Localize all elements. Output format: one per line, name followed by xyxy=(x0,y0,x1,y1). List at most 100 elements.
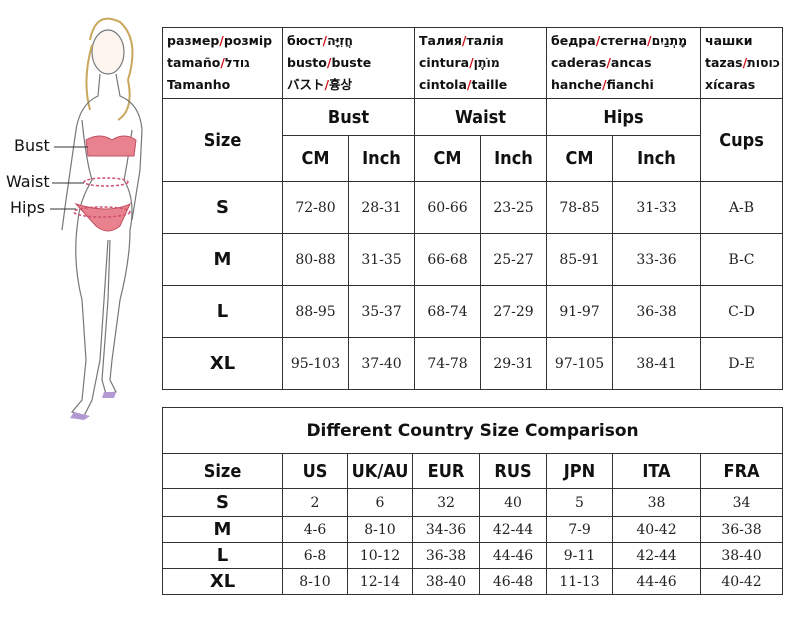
data-cell: 25-27 xyxy=(480,233,547,286)
data-cell: M xyxy=(162,233,283,286)
data-cell: M xyxy=(162,516,283,543)
data-cell: 78-85 xyxy=(546,181,613,234)
data-cell: 34-36 xyxy=(412,516,480,543)
data-cell: 28-31 xyxy=(348,181,415,234)
data-cell: 7-9 xyxy=(546,516,613,543)
data-cell: 27-29 xyxy=(480,285,547,338)
data-cell: 66-68 xyxy=(414,233,481,286)
data-cell: 35-37 xyxy=(348,285,415,338)
data-cell: 40 xyxy=(479,488,547,517)
header-cell: бедра/стегна/מָתְנַיִם caderas/ancas hanch… xyxy=(545,27,702,99)
data-row: L 6-8 10-12 36-38 44-46 9-11 42-44 38-40 xyxy=(162,542,784,569)
data-cell: L xyxy=(162,285,283,338)
header-line: caderas/ancas xyxy=(551,55,652,70)
data-cell: 32 xyxy=(412,488,480,517)
data-cell: 36-38 xyxy=(699,516,784,543)
unit-row: CM Inch CM Inch CM Inch xyxy=(163,135,783,182)
country-table: Different Country Size Comparison Size US U… xyxy=(161,407,784,595)
data-cell: 36-38 xyxy=(412,542,480,569)
header-line: cintura/מוֹתֶן xyxy=(419,55,500,70)
data-cell: S xyxy=(162,181,283,234)
unit-cell: CM xyxy=(546,135,613,182)
figure-illustration xyxy=(50,17,143,420)
data-row: S 72-80 28-31 60-66 23-25 78-85 31-33 A-B xyxy=(162,181,784,234)
data-cell: 95-103 xyxy=(282,337,349,390)
data-row: L 88-95 35-37 68-74 27-29 91-97 36-38 C-D xyxy=(162,285,784,338)
data-cell: 8-10 xyxy=(347,516,413,543)
data-cell: 23-25 xyxy=(480,181,547,234)
header-row: размер/розмір tamaño/גודל Tamanho бюст/חֲזִ… xyxy=(162,27,784,99)
data-cell: 36-38 xyxy=(611,285,702,338)
data-cell: 60-66 xyxy=(414,181,481,234)
data-cell: 29-31 xyxy=(480,337,547,390)
data-cell: 68-74 xyxy=(414,285,481,338)
data-cell: A-B xyxy=(700,181,784,234)
data-cell: L xyxy=(162,542,283,569)
data-cell: 10-12 xyxy=(347,542,413,569)
data-cell: 46-48 xyxy=(479,568,547,595)
data-row: S 2 6 32 40 5 38 34 xyxy=(162,488,784,517)
data-cell: 85-91 xyxy=(546,233,613,286)
unit-cell: CM xyxy=(282,135,349,182)
unit-cell: Inch xyxy=(480,135,547,182)
header-line: чашки xyxy=(705,33,753,48)
data-cell: D-E xyxy=(700,337,784,390)
header-line: busto/buste xyxy=(287,55,372,70)
header-line: tamaño/גודל xyxy=(167,55,250,70)
data-row: XL 8-10 12-14 38-40 46-48 11-13 44-46 40-42 xyxy=(162,568,784,595)
group-row: Size Bust Waist Hips Cups xyxy=(162,98,784,182)
data-cell: 42-44 xyxy=(479,516,547,543)
data-cell: 80-88 xyxy=(282,233,349,286)
header-cell: FRA xyxy=(699,453,784,489)
data-cell: 37-40 xyxy=(348,337,415,390)
group-cell: Size xyxy=(162,98,283,182)
data-cell: 44-46 xyxy=(612,568,701,595)
data-cell: 72-80 xyxy=(282,181,349,234)
data-cell: 40-42 xyxy=(612,516,701,543)
data-cell: 9-11 xyxy=(546,542,613,569)
data-cell: 12-14 xyxy=(347,568,413,595)
header-line: Tamanho xyxy=(167,77,231,92)
data-cell: 38 xyxy=(612,488,701,517)
header-cell: JPN xyxy=(546,453,613,489)
figure-label: Bust xyxy=(14,136,50,155)
data-row: M 80-88 31-35 66-68 25-27 85-91 33-36 B-C xyxy=(162,233,784,286)
data-cell: 31-35 xyxy=(348,233,415,286)
header-cell: Size xyxy=(162,453,283,489)
header-row: Size US UK/AU EUR RUS JPN ITA FRA xyxy=(162,453,784,489)
data-cell: 8-10 xyxy=(282,568,348,595)
header-line: xícaras xyxy=(705,77,756,92)
group-cell: Hips xyxy=(545,98,702,136)
data-cell: 2 xyxy=(282,488,348,517)
unit-cell: CM xyxy=(414,135,481,182)
title-row: Different Country Size Comparison xyxy=(161,407,784,454)
data-cell: 31-33 xyxy=(611,181,702,234)
header-line: бюст/חֲזִיָּה xyxy=(287,33,353,48)
data-cell: 97-105 xyxy=(546,337,613,390)
data-cell: 40-42 xyxy=(699,568,784,595)
data-cell: 34 xyxy=(699,488,784,517)
data-cell: 6 xyxy=(347,488,413,517)
group-cell: Cups xyxy=(700,98,784,182)
figure-label: Hips xyxy=(10,198,45,217)
header-line: бедра/стегна/מָתְנַיִם xyxy=(551,33,688,48)
header-cell: размер/розмір tamaño/גודל Tamanho xyxy=(162,27,283,99)
data-row: M 4-6 8-10 34-36 42-44 7-9 40-42 36-38 xyxy=(162,516,784,543)
header-cell: ITA xyxy=(612,453,701,489)
header-cell: US xyxy=(282,453,348,489)
figure-label: Waist xyxy=(6,172,50,191)
header-line: cintola/taille xyxy=(419,77,508,92)
data-cell: XL xyxy=(162,337,283,390)
data-cell: 44-46 xyxy=(479,542,547,569)
header-line: バスト/흉상 xyxy=(287,77,353,92)
data-cell: C-D xyxy=(700,285,784,338)
header-cell: EUR xyxy=(412,453,480,489)
header-cell: RUS xyxy=(479,453,547,489)
data-cell: B-C xyxy=(700,233,784,286)
data-cell: 6-8 xyxy=(282,542,348,569)
data-cell: S xyxy=(162,488,283,517)
unit-cell: Inch xyxy=(611,135,702,182)
group-cell: Bust xyxy=(282,98,415,136)
header-line: tazas/כוסות xyxy=(705,55,780,70)
